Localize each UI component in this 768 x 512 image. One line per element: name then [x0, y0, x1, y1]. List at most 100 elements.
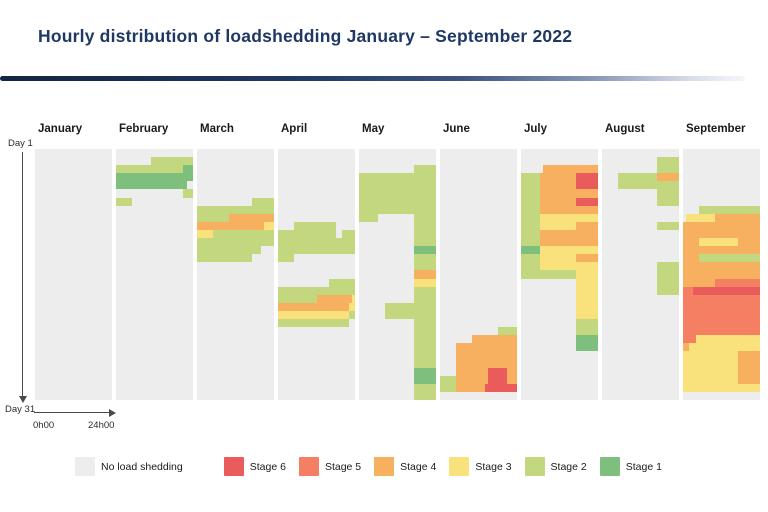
heatmap-block-stage2 — [497, 327, 517, 336]
heatmap-block-stage2 — [251, 197, 274, 206]
heatmap-block-stage2 — [183, 189, 193, 198]
heatmap-block-stage4 — [683, 262, 760, 279]
heatmap-block-stage2 — [521, 197, 541, 206]
heatmap-block-stage3 — [575, 270, 598, 279]
heatmap-block-stage3 — [278, 310, 349, 320]
heatmap-block-stage3 — [695, 335, 760, 344]
heatmap-block-stage2 — [278, 319, 349, 328]
heatmap-block-stage3 — [540, 254, 576, 263]
heatmap-block-stage6 — [575, 173, 598, 190]
legend-swatch-icon — [524, 457, 545, 476]
heatmap-block-stage4 — [543, 165, 598, 174]
legend-label: Stage 3 — [475, 460, 512, 473]
heatmap-block-stage6 — [488, 375, 508, 384]
heatmap-block-stage2 — [197, 238, 274, 247]
heatmap-block-stage2 — [329, 278, 355, 287]
heatmap-block-stage4 — [413, 270, 436, 279]
heatmap-block-stage5 — [683, 335, 696, 344]
heatmap-block-stage4 — [575, 221, 598, 230]
legend-item-stage5: Stage 5 — [298, 457, 361, 476]
heatmap-block-stage1 — [413, 367, 436, 384]
heatmap-block-stage2 — [413, 383, 436, 400]
heatmap-block-stage2 — [197, 246, 262, 255]
heatmap-block-stage4 — [456, 375, 489, 384]
heatmap-block-stage4 — [540, 189, 598, 198]
heatmap-block-stage2 — [521, 173, 541, 190]
heatmap-block-stage1 — [575, 335, 598, 352]
heatmap-block-stage4 — [540, 173, 576, 190]
title-divider — [0, 76, 745, 81]
heatmap-block-stage2 — [521, 221, 541, 230]
heatmap-block-stage2 — [521, 270, 576, 279]
legend-item-stage3: Stage 3 — [449, 457, 512, 476]
heatmap-block-stage2 — [151, 157, 193, 166]
heatmap-column-march — [197, 149, 274, 400]
heatmap-block-stage1 — [116, 173, 184, 182]
legend-swatch-icon — [298, 457, 319, 476]
heatmap-column-july — [521, 149, 598, 400]
heatmap-block-stage4 — [507, 375, 517, 384]
legend-item-none: No load shedding — [75, 457, 183, 476]
heatmap-block-stage4 — [229, 213, 274, 222]
legend-label: Stage 1 — [625, 460, 662, 473]
heatmap-block-stage4 — [737, 351, 760, 384]
heatmap-block-stage2 — [413, 213, 436, 247]
heatmap-block-stage2 — [656, 221, 679, 230]
heatmap-block-stage2 — [342, 229, 355, 239]
day-axis-start-label: Day 1 — [8, 138, 33, 149]
heatmap-block-stage2 — [656, 262, 679, 295]
heatmap-block-stage2 — [699, 254, 760, 263]
day-axis-end-label: Day 31 — [5, 404, 36, 415]
heatmap-column-february — [116, 149, 193, 400]
heatmap-block-stage4 — [507, 367, 517, 376]
heatmap-block-stage5 — [683, 294, 760, 336]
heatmap-block-stage2 — [116, 165, 184, 174]
heatmap-block-stage2 — [618, 173, 657, 190]
heatmap-column-january — [35, 149, 112, 400]
heatmap-block-stage6 — [575, 197, 598, 206]
heatmap-column-april — [278, 149, 355, 400]
legend-swatch-icon — [374, 457, 395, 476]
heatmap-block-stage4 — [737, 238, 760, 247]
heatmap-block-stage3 — [264, 221, 274, 230]
heatmap-block-stage2 — [699, 205, 760, 214]
heatmap-block-stage2 — [384, 302, 414, 320]
heatmap-block-stage1 — [116, 181, 187, 190]
month-label-march: March — [200, 123, 234, 135]
heatmap-block-stage2 — [197, 205, 274, 214]
day-axis-arrow — [18, 152, 27, 403]
heatmap-block-stage2 — [197, 213, 230, 222]
month-label-september: September — [686, 123, 746, 135]
heatmap-block-stage3 — [540, 246, 598, 255]
legend-swatch-icon — [599, 457, 620, 476]
heatmap-column-may — [359, 149, 436, 400]
page-title: Hourly distribution of loadshedding Janu… — [38, 26, 573, 46]
heatmap-block-stage6 — [488, 367, 508, 376]
heatmap-block-stage6 — [692, 286, 760, 295]
month-label-june: June — [443, 123, 470, 135]
legend-label: Stage 4 — [400, 460, 437, 473]
heatmap-block-stage3 — [197, 229, 214, 239]
loadshedding-heatmap: January February March April May June July Augu… — [0, 110, 768, 440]
heatmap-block-stage3 — [540, 213, 598, 222]
heatmap-block-stage1 — [521, 246, 541, 255]
heatmap-block-stage2 — [197, 254, 252, 263]
heatmap-block-stage2 — [521, 229, 541, 247]
heatmap-block-stage2 — [278, 294, 317, 303]
heatmap-block-stage2 — [656, 181, 679, 206]
heatmap-block-stage2 — [278, 229, 336, 239]
month-label-july: July — [524, 123, 548, 135]
heatmap-block-stage3 — [540, 262, 598, 271]
heatmap-block-stage2 — [294, 221, 336, 230]
heatmap-block-stage2 — [359, 213, 379, 222]
heatmap-block-stage4 — [540, 205, 598, 214]
heatmap-block-stage1 — [413, 246, 436, 255]
heatmap-block-stage4 — [683, 278, 716, 287]
legend-label: No load shedding — [101, 460, 183, 473]
heatmap-block-stage4 — [683, 221, 760, 239]
heatmap-block-stage5 — [715, 278, 760, 287]
heatmap-block-stage3 — [686, 213, 716, 222]
legend-item-stage4: Stage 4 — [374, 457, 436, 476]
heatmap-block-stage4 — [278, 302, 349, 311]
hour-axis-arrow — [34, 408, 116, 417]
